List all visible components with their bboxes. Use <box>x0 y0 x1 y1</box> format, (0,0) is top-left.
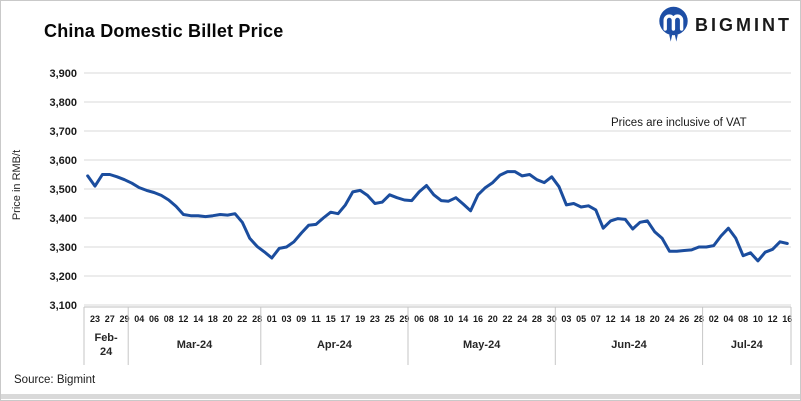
x-day-tick-label: 08 <box>164 314 174 324</box>
month-label-cell: Jul-24 <box>730 339 763 352</box>
x-day-tick-label: 14 <box>193 314 203 324</box>
x-day-tick-label: 18 <box>208 314 218 324</box>
x-day-tick-label: 24 <box>517 314 527 324</box>
bigmint-logo-text: BIGMINT <box>695 14 792 35</box>
chart-title: China Domestic Billet Price <box>44 21 284 41</box>
x-day-tick-label: 14 <box>620 314 630 324</box>
x-day-tick-label: 12 <box>606 314 616 324</box>
x-day-tick-label: 27 <box>105 314 115 324</box>
y-tick-label: 3,500 <box>49 184 77 196</box>
x-day-tick-label: 28 <box>532 314 542 324</box>
x-day-tick-label: 15 <box>326 314 336 324</box>
x-day-tick-label: 03 <box>281 314 291 324</box>
x-day-tick-label: 12 <box>178 314 188 324</box>
x-day-tick-label: 30 <box>547 314 557 324</box>
x-day-tick-label: 03 <box>561 314 571 324</box>
x-day-tick-label: 12 <box>768 314 778 324</box>
x-day-tick-label: 19 <box>355 314 365 324</box>
x-day-tick-label: 28 <box>694 314 704 324</box>
x-day-tick-label: 22 <box>237 314 247 324</box>
x-day-tick-label: 02 <box>709 314 719 324</box>
x-day-tick-label: 08 <box>429 314 439 324</box>
bigmint-logo: BIGMINT <box>658 6 792 44</box>
x-day-tick-label: 17 <box>340 314 350 324</box>
x-day-tick-label: 09 <box>296 314 306 324</box>
x-day-tick-label: 04 <box>134 314 144 324</box>
y-tick-label: 3,900 <box>49 68 77 80</box>
y-tick-label: 3,100 <box>49 300 77 312</box>
bigmint-logo-icon <box>659 6 688 42</box>
x-day-tick-label: 28 <box>252 314 262 324</box>
x-day-tick-label: 25 <box>385 314 395 324</box>
y-tick-label: 3,400 <box>49 213 77 225</box>
y-tick-label: 3,800 <box>49 97 77 109</box>
x-day-tick-label: 06 <box>414 314 424 324</box>
x-day-tick-label: 22 <box>502 314 512 324</box>
x-day-tick-label: 04 <box>723 314 733 324</box>
x-day-tick-label: 10 <box>753 314 763 324</box>
x-day-tick-label: 16 <box>473 314 483 324</box>
x-day-tick-label: 05 <box>576 314 586 324</box>
x-day-tick-label: 18 <box>635 314 645 324</box>
x-day-tick-label: 20 <box>650 314 660 324</box>
x-day-tick-label: 23 <box>90 314 100 324</box>
x-day-tick-label: 10 <box>443 314 453 324</box>
x-day-tick-label: 11 <box>311 314 321 324</box>
x-day-tick-label: 06 <box>149 314 159 324</box>
x-day-tick-label: 01 <box>267 314 277 324</box>
x-day-tick-label: 16 <box>782 314 792 324</box>
month-label-cell: May-24 <box>463 339 501 352</box>
x-day-tick-label: 24 <box>664 314 674 324</box>
y-tick-label: 3,600 <box>49 155 77 167</box>
y-tick-label: 3,300 <box>49 242 77 254</box>
price-line <box>86 170 789 263</box>
x-day-tick-label: 23 <box>370 314 380 324</box>
x-day-tick-label: 20 <box>223 314 233 324</box>
x-day-tick-label: 29 <box>119 314 129 324</box>
x-day-tick-label: 29 <box>399 314 409 324</box>
x-day-tick-label: 08 <box>738 314 748 324</box>
x-day-tick-label: 26 <box>679 314 689 324</box>
month-label-cell: Mar-24 <box>176 339 213 352</box>
month-label-cell: Apr-24 <box>316 339 352 352</box>
bottom-divider <box>1 394 800 399</box>
x-day-tick-label: 07 <box>591 314 601 324</box>
source-note: Source: Bigmint <box>14 374 96 386</box>
vat-note: Prices are inclusive of VAT <box>609 117 749 129</box>
month-label-cell: Feb-24 <box>94 332 118 358</box>
x-day-tick-label: 20 <box>488 314 498 324</box>
y-tick-label: 3,700 <box>49 126 77 138</box>
x-day-tick-label: 14 <box>458 314 468 324</box>
y-tick-label: 3,200 <box>49 271 77 283</box>
month-label-cell: Jun-24 <box>611 339 647 352</box>
